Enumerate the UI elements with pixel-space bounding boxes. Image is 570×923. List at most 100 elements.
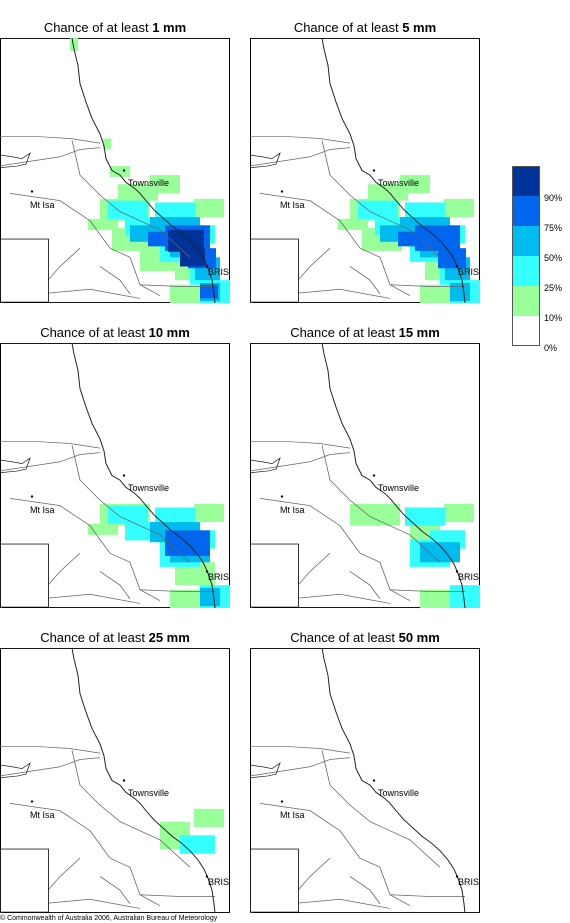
brisbane-label: BRIS xyxy=(208,572,230,582)
town-dot xyxy=(30,495,34,498)
brisbane-label: BRIS xyxy=(458,572,480,582)
district-boundary xyxy=(139,589,215,592)
rain-probability-cell xyxy=(108,505,148,524)
rain-probability-cell xyxy=(400,175,430,194)
panel-title-amount: 25 mm xyxy=(148,630,190,645)
town-dot xyxy=(30,190,34,193)
legend-swatch xyxy=(512,226,540,256)
mt-isa-label: Mt Isa xyxy=(30,200,55,210)
rain-probability-cell xyxy=(405,507,445,526)
district-boundary xyxy=(119,211,191,258)
queensland-map: Townsville Mt Isa BRIS xyxy=(0,648,230,913)
panel-title-prefix: Chance of at least xyxy=(293,20,403,35)
legend-swatch xyxy=(512,256,540,286)
district-boundary xyxy=(321,140,371,212)
mt-isa-label: Mt Isa xyxy=(280,505,305,515)
panel-title: Chance of at least 25 mm xyxy=(0,628,230,648)
district-boundary xyxy=(250,452,351,472)
district-boundary xyxy=(321,750,371,822)
gulf-coastline xyxy=(0,457,31,474)
queensland-map: Townsville Mt Isa BRIS xyxy=(250,343,480,608)
town-dot xyxy=(280,495,284,498)
legend-tick-label: 0% xyxy=(544,343,558,353)
district-boundary xyxy=(250,136,351,144)
town-dot xyxy=(122,779,126,782)
town-dot xyxy=(205,265,209,268)
town-dot xyxy=(280,190,284,193)
district-boundary xyxy=(71,140,121,212)
townsville-label: Townsville xyxy=(128,788,170,798)
gulf-coastline xyxy=(0,152,31,169)
rain-probability-cell xyxy=(194,503,224,523)
panel-title-prefix: Chance of at least xyxy=(290,630,399,645)
inset-box xyxy=(250,848,299,913)
legend-swatch xyxy=(512,316,540,346)
district-boundary xyxy=(250,147,351,167)
brisbane-label: BRIS xyxy=(208,267,230,277)
district-boundary xyxy=(259,802,361,859)
rain-probability-cell xyxy=(108,200,148,219)
panel-title-prefix: Chance of at least xyxy=(40,630,149,645)
panel-title: Chance of at least 5 mm xyxy=(250,18,480,38)
inset-box xyxy=(250,543,299,608)
town-dot xyxy=(30,800,34,803)
panel-title-amount: 5 mm xyxy=(402,20,437,35)
rain-probability-cell xyxy=(155,202,195,221)
district-boundary xyxy=(0,746,101,754)
district-boundary xyxy=(109,552,161,602)
town-dot xyxy=(372,779,376,782)
townsville-label: Townsville xyxy=(378,178,420,188)
legend-tick-label: 25% xyxy=(544,283,563,293)
district-boundary xyxy=(369,516,441,563)
queensland-map: Townsville Mt Isa BRIS xyxy=(0,38,230,303)
district-boundary xyxy=(250,441,351,449)
gulf-coastline xyxy=(250,152,281,169)
rain-probability-cell xyxy=(194,198,224,218)
district-boundary xyxy=(109,857,161,907)
townsville-label: Townsville xyxy=(128,178,170,188)
coastline xyxy=(71,648,216,913)
district-boundary xyxy=(99,876,131,905)
town-dot xyxy=(280,800,284,803)
coastline xyxy=(71,38,216,303)
district-boundary xyxy=(0,452,101,472)
inset-box xyxy=(0,848,49,913)
district-boundary xyxy=(99,266,131,295)
district-boundary xyxy=(389,894,465,897)
rain-probability-cell xyxy=(150,175,180,194)
district-boundary xyxy=(71,445,121,517)
town-dot xyxy=(455,875,459,878)
district-boundary xyxy=(259,192,361,249)
district-boundary xyxy=(349,266,381,295)
brisbane-label: BRIS xyxy=(208,877,230,887)
district-boundary xyxy=(0,136,101,144)
legend-tick-label: 10% xyxy=(544,313,563,323)
townsville-label: Townsville xyxy=(378,788,420,798)
district-boundary xyxy=(250,746,351,754)
inset-box xyxy=(0,543,49,608)
mt-isa-label: Mt Isa xyxy=(30,505,55,515)
townsville-label: Townsville xyxy=(378,483,420,493)
district-boundary xyxy=(389,589,465,592)
queensland-map: Townsville Mt Isa BRIS xyxy=(250,648,480,913)
inset-box xyxy=(250,238,299,303)
legend-tick-label: 90% xyxy=(544,193,563,203)
rain-probability-cell xyxy=(200,587,220,607)
town-dot xyxy=(372,474,376,477)
probability-legend: 90% 75% 50% 25% 10% 0% xyxy=(512,166,570,356)
rain-probability-cell xyxy=(338,218,368,230)
panel-title-amount: 1 mm xyxy=(152,20,187,35)
brisbane-label: BRIS xyxy=(458,877,480,887)
rain-probability-cell xyxy=(70,38,78,51)
rain-probability-cell xyxy=(180,835,215,854)
district-boundary xyxy=(359,552,411,602)
coastline xyxy=(71,343,216,608)
district-boundary xyxy=(99,571,131,600)
rain-probability-cell xyxy=(110,165,130,177)
rain-probability-cell xyxy=(350,503,400,526)
rain-probability-cell xyxy=(450,282,470,302)
district-boundary xyxy=(119,516,191,563)
gulf-coastline xyxy=(250,457,281,474)
panel-title: Chance of at least 10 mm xyxy=(0,323,230,343)
coastline xyxy=(321,38,466,303)
